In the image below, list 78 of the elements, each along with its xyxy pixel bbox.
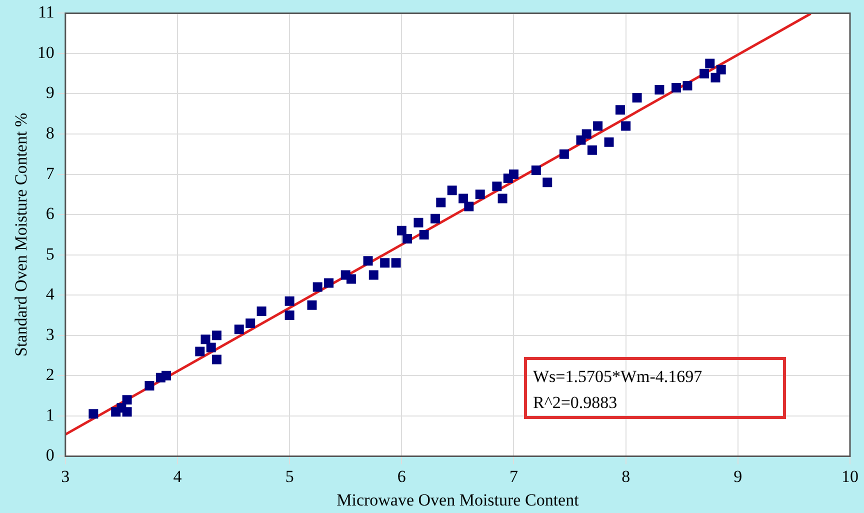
y-tick-label: 8 xyxy=(46,123,54,142)
point xyxy=(587,145,597,155)
point xyxy=(542,178,552,188)
point xyxy=(212,354,222,364)
point xyxy=(672,82,682,92)
point xyxy=(212,330,222,340)
point xyxy=(531,166,541,176)
x-tick-label: 9 xyxy=(734,466,742,486)
point xyxy=(615,105,625,115)
point xyxy=(492,182,502,192)
annotation: Ws=1.5705*Wm-4.1697 xyxy=(533,366,704,388)
point xyxy=(621,121,631,131)
point xyxy=(632,93,642,103)
y-tick-label: 2 xyxy=(46,365,54,384)
annotation: R^2=0.9883 xyxy=(533,392,618,414)
point xyxy=(307,300,317,310)
text-box: Ws=1.5705*Wm-4.1697 R^2=0.9883 xyxy=(524,357,786,419)
x-tick-label: 5 xyxy=(285,466,294,486)
y-tick-label: 1 xyxy=(46,405,54,424)
point xyxy=(346,274,356,284)
point xyxy=(464,202,474,212)
x-tick-label: 4 xyxy=(173,466,182,486)
point xyxy=(436,198,446,208)
point xyxy=(716,64,726,74)
point xyxy=(430,214,440,224)
y-axis-title: Standard Oven Moisture Content % xyxy=(12,112,31,357)
x-axis-title: Microwave Oven Moisture Content xyxy=(336,490,580,510)
point xyxy=(475,190,485,200)
y-tick-label: 9 xyxy=(46,83,54,102)
point xyxy=(498,194,508,204)
point xyxy=(368,270,378,280)
point xyxy=(144,380,154,390)
y-tick-label: 5 xyxy=(46,244,54,264)
point xyxy=(604,137,614,147)
point xyxy=(206,342,216,352)
point xyxy=(246,318,256,328)
point xyxy=(710,72,720,82)
point xyxy=(509,170,518,180)
point xyxy=(122,395,132,405)
point xyxy=(162,370,172,380)
point xyxy=(324,278,334,288)
point xyxy=(88,409,98,419)
point xyxy=(458,194,468,204)
point xyxy=(396,226,406,236)
x-tick-label: 8 xyxy=(622,466,630,486)
x-tick-label: 7 xyxy=(509,466,518,486)
point xyxy=(284,296,294,306)
x-tick-label: 6 xyxy=(397,466,406,486)
point xyxy=(256,306,266,316)
point xyxy=(682,80,692,90)
point xyxy=(705,58,715,68)
y-tick-label: 11 xyxy=(38,2,54,22)
point xyxy=(234,324,244,334)
point xyxy=(419,230,429,240)
point xyxy=(402,234,412,244)
point xyxy=(363,256,373,266)
point xyxy=(447,186,457,196)
point xyxy=(654,84,664,94)
point xyxy=(195,346,205,356)
point xyxy=(593,121,603,131)
y-tick-label: 6 xyxy=(46,204,54,224)
point xyxy=(200,334,210,344)
x-tick-label: 10 xyxy=(842,466,858,486)
point xyxy=(414,218,424,228)
y-tick-label: 7 xyxy=(46,164,55,183)
point xyxy=(122,407,132,417)
y-tick-label: 0 xyxy=(46,446,54,465)
point xyxy=(380,258,390,268)
y-tick-label: 3 xyxy=(46,324,54,344)
point xyxy=(700,68,710,78)
point xyxy=(559,149,569,159)
y-tick-label: 10 xyxy=(37,42,54,62)
point xyxy=(284,310,294,320)
x-tick-label: 3 xyxy=(61,466,70,486)
point xyxy=(582,129,592,139)
y-tick-label: 4 xyxy=(46,284,55,304)
point xyxy=(391,258,401,268)
point xyxy=(312,282,322,292)
